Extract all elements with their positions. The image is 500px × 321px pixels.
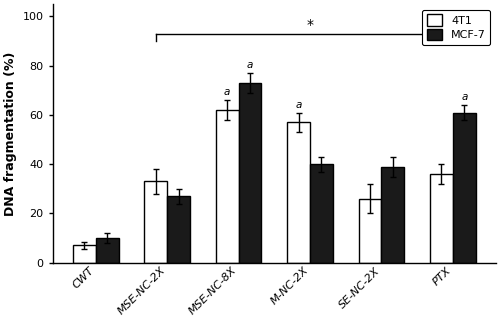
Bar [144,181,167,263]
Y-axis label: DNA fragmentation (%): DNA fragmentation (%) [4,51,17,216]
Legend: 4T1, MCF-7: 4T1, MCF-7 [422,10,490,45]
Bar [453,112,475,263]
Text: a: a [224,87,230,97]
Bar [430,174,453,263]
Bar [238,83,262,263]
Bar [358,199,382,263]
Bar [287,122,310,263]
Bar [167,196,190,263]
Bar [73,246,96,263]
Text: a: a [461,92,468,102]
Bar [310,164,333,263]
Bar [216,110,238,263]
Text: a: a [296,100,302,109]
Text: a: a [247,60,253,70]
Bar [96,238,118,263]
Bar [382,167,404,263]
Text: *: * [306,19,314,32]
